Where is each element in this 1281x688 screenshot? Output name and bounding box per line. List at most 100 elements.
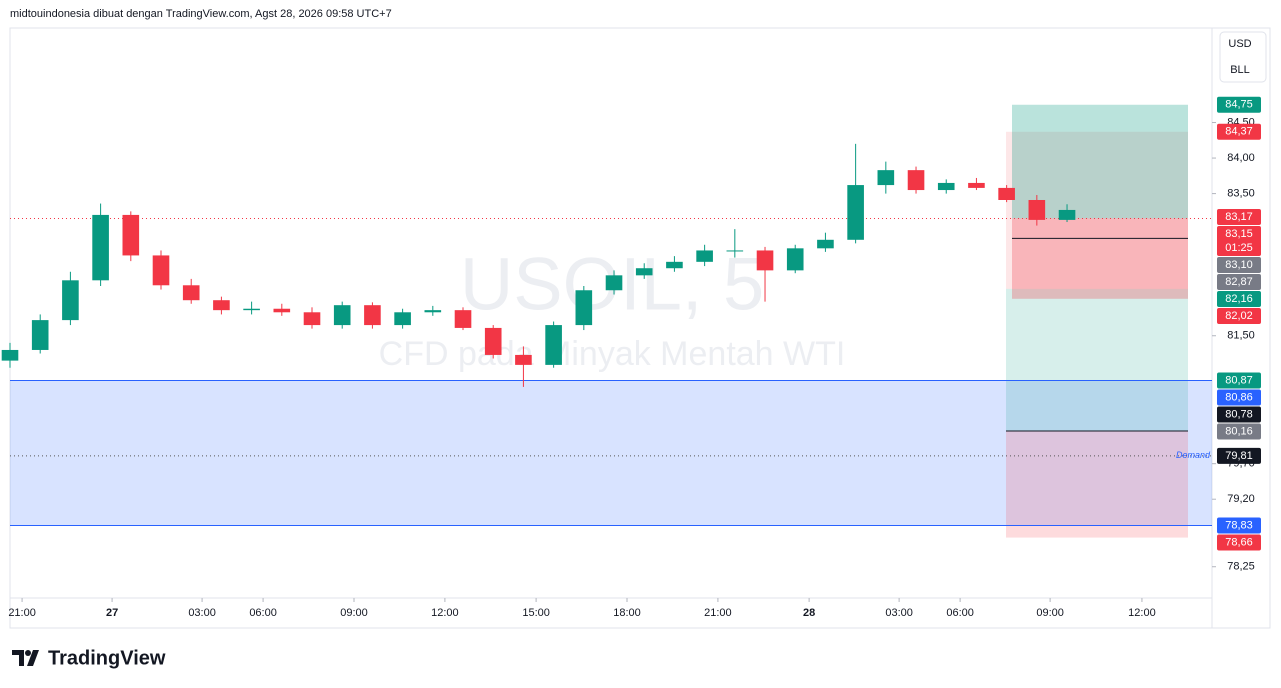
x-tick-label: 28	[803, 607, 815, 619]
price-label: 79,81	[1225, 450, 1253, 462]
price-label: 82,87	[1225, 276, 1253, 288]
price-label: 78,66	[1225, 536, 1253, 548]
candle-body	[786, 248, 804, 271]
candle-body	[303, 312, 321, 326]
y-tick-label: 79,20	[1227, 493, 1255, 505]
price-label: 83,10	[1225, 259, 1253, 271]
zone	[10, 380, 1212, 526]
x-tick-label: 27	[106, 607, 118, 619]
price-label: 80,78	[1225, 408, 1253, 420]
candle-body	[1, 349, 19, 361]
price-label-box	[1217, 389, 1261, 406]
candle-body	[364, 305, 381, 326]
price-label: 84,37	[1225, 126, 1253, 138]
watermark-description: CFD pada Minyak Mentah WTI	[379, 335, 846, 373]
price-label: 84,75	[1225, 99, 1253, 111]
x-tick-label: 15:00	[522, 607, 550, 619]
x-tick-label: 03:00	[188, 607, 216, 619]
x-tick-label: 18:00	[613, 607, 641, 619]
candle-body	[545, 325, 562, 365]
price-label-box	[1217, 372, 1261, 389]
price-label: 82,02	[1225, 310, 1253, 322]
candle-body	[333, 305, 351, 326]
price-label: 80,86	[1225, 391, 1253, 403]
price-label-box	[1217, 209, 1261, 226]
y-tick-label: 81,50	[1227, 330, 1255, 342]
candle-body	[847, 185, 864, 240]
x-tick-label: 21:00	[704, 607, 732, 619]
candle-body	[454, 310, 472, 328]
candle-body	[907, 170, 925, 191]
header: midtouindonesia dibuat dengan TradingVie…	[10, 8, 392, 20]
price-label-box	[1217, 423, 1261, 440]
logo-icon	[12, 650, 39, 666]
price-label-box	[1217, 406, 1261, 423]
candle-body	[635, 268, 653, 276]
price-label-box	[1217, 447, 1261, 464]
candle-body	[1028, 199, 1046, 220]
candle-body	[484, 327, 502, 355]
candle-body	[575, 290, 593, 326]
candle-body	[756, 250, 774, 271]
candle-body	[152, 255, 170, 286]
price-label: 83,15	[1225, 228, 1253, 240]
plot: Demand	[1, 104, 1212, 538]
zone	[1006, 430, 1188, 538]
x-tick-label: 09:00	[1036, 607, 1064, 619]
price-label-box	[1217, 308, 1261, 325]
countdown: 01:25	[1225, 242, 1253, 254]
candle-body	[817, 239, 834, 249]
candle-body	[968, 182, 985, 188]
price-label: 78,83	[1225, 519, 1253, 531]
price-label-box	[1217, 517, 1261, 534]
price-label-box	[1217, 257, 1261, 274]
x-tick-label: 09:00	[340, 607, 368, 619]
candle-body	[696, 250, 713, 262]
candle-body	[424, 310, 442, 313]
logo-text: TradingView	[48, 647, 166, 669]
candle-body	[937, 182, 955, 191]
zone	[1006, 288, 1188, 431]
candle-body	[877, 170, 895, 186]
price-label-box	[1217, 226, 1261, 257]
price-label-box	[1217, 291, 1261, 308]
x-tick-label: 21:00	[8, 607, 36, 619]
currency-measure[interactable]: BLL	[1230, 64, 1250, 76]
price-label-box	[1217, 96, 1261, 113]
x-tick-label: 06:00	[249, 607, 277, 619]
candle-body	[998, 187, 1015, 200]
zone	[1012, 218, 1188, 299]
candle-body	[31, 320, 49, 350]
candle-body	[1058, 209, 1076, 220]
y-tick-label: 83,50	[1227, 188, 1255, 200]
currency-unit[interactable]: USD	[1228, 38, 1251, 50]
candle-body	[605, 275, 623, 291]
price-label: 82,16	[1225, 293, 1253, 305]
price-label-box	[1217, 123, 1261, 140]
candle-body	[273, 308, 291, 313]
x-tick-label: 12:00	[431, 607, 459, 619]
price-label-box	[1217, 274, 1261, 291]
candle-body	[515, 354, 532, 365]
candle-body	[394, 312, 411, 326]
price-label: 80,16	[1225, 425, 1253, 437]
candle-body	[122, 214, 140, 256]
candle-body	[182, 285, 200, 301]
chart-frame	[9, 27, 1271, 629]
price-label: 83,17	[1225, 211, 1253, 223]
candle-body	[92, 214, 109, 281]
candle-body	[726, 250, 744, 252]
candle-body	[666, 261, 683, 269]
candle-body	[243, 308, 260, 311]
x-tick-label: 03:00	[885, 607, 913, 619]
candle-body	[213, 300, 230, 311]
y-tick-label: 78,25	[1227, 561, 1255, 573]
currency-box[interactable]	[1219, 31, 1267, 83]
x-tick-label: 12:00	[1128, 607, 1156, 619]
y-tick-label: 84,00	[1227, 152, 1255, 164]
candle-body	[62, 280, 79, 321]
zone	[1012, 104, 1188, 219]
line-label: Demand	[1176, 450, 1211, 460]
